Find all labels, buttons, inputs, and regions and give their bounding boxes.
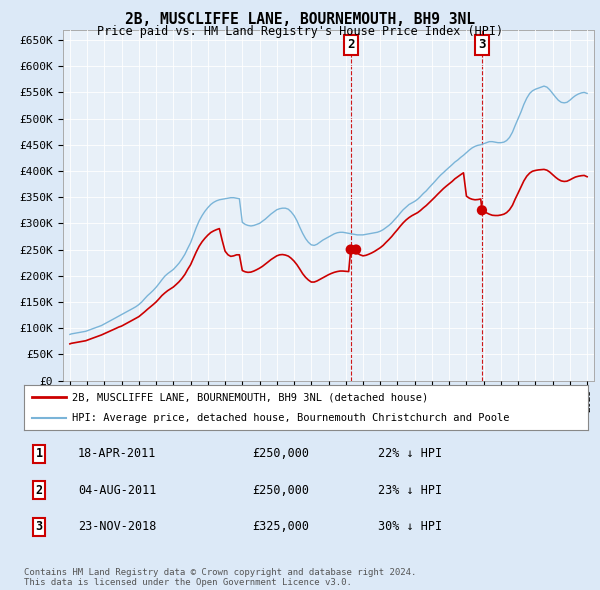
Text: 3: 3	[35, 520, 43, 533]
Text: 3: 3	[478, 38, 485, 51]
Text: 1: 1	[35, 447, 43, 460]
Text: 2B, MUSCLIFFE LANE, BOURNEMOUTH, BH9 3NL: 2B, MUSCLIFFE LANE, BOURNEMOUTH, BH9 3NL	[125, 12, 475, 27]
Text: 23% ↓ HPI: 23% ↓ HPI	[378, 484, 442, 497]
Text: 18-APR-2011: 18-APR-2011	[78, 447, 157, 460]
Text: HPI: Average price, detached house, Bournemouth Christchurch and Poole: HPI: Average price, detached house, Bour…	[72, 412, 509, 422]
Text: Price paid vs. HM Land Registry's House Price Index (HPI): Price paid vs. HM Land Registry's House …	[97, 25, 503, 38]
Text: 2: 2	[347, 38, 355, 51]
Text: 2: 2	[35, 484, 43, 497]
Text: 2B, MUSCLIFFE LANE, BOURNEMOUTH, BH9 3NL (detached house): 2B, MUSCLIFFE LANE, BOURNEMOUTH, BH9 3NL…	[72, 392, 428, 402]
Text: 22% ↓ HPI: 22% ↓ HPI	[378, 447, 442, 460]
Text: 04-AUG-2011: 04-AUG-2011	[78, 484, 157, 497]
Text: £325,000: £325,000	[252, 520, 309, 533]
Point	[346, 245, 356, 254]
Point	[477, 205, 487, 215]
Text: £250,000: £250,000	[252, 447, 309, 460]
Text: Contains HM Land Registry data © Crown copyright and database right 2024.
This d: Contains HM Land Registry data © Crown c…	[24, 568, 416, 587]
Text: 23-NOV-2018: 23-NOV-2018	[78, 520, 157, 533]
Point	[351, 245, 361, 254]
Text: 30% ↓ HPI: 30% ↓ HPI	[378, 520, 442, 533]
Text: £250,000: £250,000	[252, 484, 309, 497]
